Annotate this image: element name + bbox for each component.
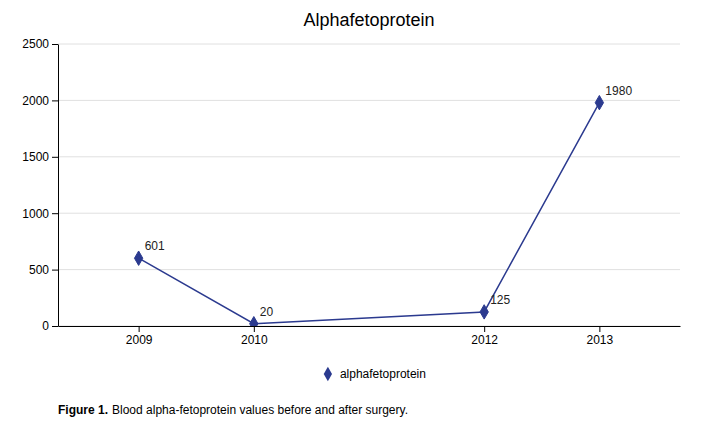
caption-part: Figure 1. <box>58 403 108 417</box>
x-tick-label: 2009 <box>126 333 153 347</box>
legend-item: alphafetoprotein <box>324 367 426 381</box>
x-tick-label: 2013 <box>587 333 614 347</box>
y-tick: 2500 <box>22 37 58 51</box>
y-tick: 1500 <box>22 150 58 164</box>
x-tick: 2012 <box>471 326 498 347</box>
x-axis-line <box>59 326 681 327</box>
data-label: 601 <box>145 239 165 253</box>
legend-marker <box>324 367 332 381</box>
x-tick: 2010 <box>241 326 268 347</box>
y-tick-mark <box>52 44 58 45</box>
y-tick: 2000 <box>22 94 58 108</box>
y-tick-mark <box>52 270 58 271</box>
x-tick-label: 2012 <box>471 333 498 347</box>
y-tick-mark <box>52 213 58 214</box>
grid-line <box>58 100 680 101</box>
x-axis: 2009 2010 2012 2013 <box>59 326 681 347</box>
point <box>480 305 488 319</box>
y-tick-label: 1000 <box>22 207 49 221</box>
point <box>595 95 603 109</box>
y-tick: 1000 <box>22 207 58 221</box>
y-tick-label: 0 <box>42 319 49 333</box>
title: Alphafetoprotein <box>303 10 434 30</box>
x-tick-mark <box>599 326 600 332</box>
chart: Alphafetoprotein 2009 2010 2012 2013 0 500 1000… <box>0 0 708 426</box>
grid-line <box>58 213 680 214</box>
grid-line <box>58 156 680 157</box>
legend: alphafetoprotein <box>324 367 426 381</box>
x-tick-mark <box>254 326 255 332</box>
point <box>134 251 142 265</box>
y-tick-mark <box>52 326 58 327</box>
data-label: 125 <box>490 293 510 307</box>
legend-label: alphafetoprotein <box>340 367 426 381</box>
y-tick-label: 1500 <box>22 150 49 164</box>
point <box>250 317 258 326</box>
x-tick-mark <box>139 326 140 332</box>
y-tick-label: 2500 <box>22 37 49 51</box>
y-tick-mark <box>52 100 58 101</box>
data-label: 1980 <box>605 84 632 98</box>
line <box>139 103 600 324</box>
y-tick-mark <box>52 157 58 158</box>
y-axis-line <box>58 45 59 327</box>
grid-line <box>58 44 680 45</box>
grid-line <box>58 269 680 270</box>
caption-part: Blood alpha-fetoprotein values before an… <box>112 403 408 417</box>
caption: Figure 1. Blood alpha-fetoprotein values … <box>58 403 408 417</box>
y-tick: 0 <box>42 319 58 333</box>
marks <box>134 95 603 326</box>
y-tick-label: 2000 <box>22 94 49 108</box>
x-tick-label: 2010 <box>241 333 268 347</box>
y-axis: 0 500 1000 1500 2000 2500 <box>22 37 58 333</box>
grid-line <box>58 326 680 327</box>
y-tick: 500 <box>29 263 58 277</box>
data-labels: 601 20 125 1980 <box>145 84 633 319</box>
y-tick-label: 500 <box>29 263 49 277</box>
grid <box>58 44 680 326</box>
data-label: 20 <box>260 305 274 319</box>
x-tick: 2009 <box>126 326 153 347</box>
plot: 2009 2010 2012 2013 0 500 1000 1500 2000 2500 601 2… <box>22 37 680 346</box>
x-tick: 2013 <box>587 326 614 347</box>
x-tick-mark <box>484 326 485 332</box>
